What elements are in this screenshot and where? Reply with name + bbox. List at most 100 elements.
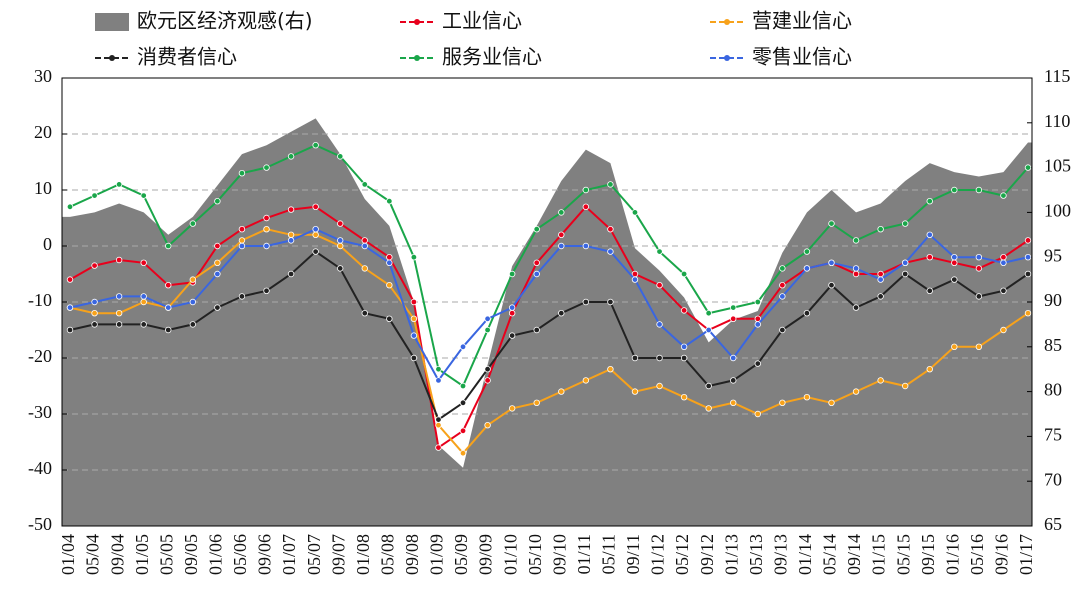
marker [901, 270, 909, 278]
marker [508, 270, 516, 278]
marker [115, 321, 123, 328]
marker [484, 315, 491, 322]
legend-item: 营建业信心 [710, 9, 852, 33]
marker [459, 427, 467, 434]
marker [238, 237, 246, 244]
y-tick-label: 0 [43, 234, 52, 254]
marker [877, 225, 884, 233]
marker [705, 326, 712, 334]
marker [459, 343, 467, 350]
marker [238, 293, 246, 300]
x-tick-label: 09/04 [107, 534, 127, 575]
x-tick-label: 01/17 [1016, 534, 1036, 575]
marker [975, 293, 983, 300]
marker [852, 237, 860, 244]
marker [189, 220, 197, 227]
y2-tick-label: 85 [1044, 335, 1062, 355]
marker [533, 225, 540, 233]
legend-label: 工业信心 [442, 9, 522, 33]
marker [852, 265, 860, 272]
x-tick-label: 01/09 [427, 534, 447, 575]
marker [484, 366, 491, 373]
marker [901, 220, 909, 227]
marker [951, 276, 958, 283]
marker [361, 265, 368, 272]
x-tick-label: 05/09 [451, 534, 471, 575]
marker [459, 382, 467, 390]
marker [386, 197, 393, 205]
marker [165, 282, 172, 289]
marker [508, 310, 516, 317]
marker [1000, 192, 1007, 199]
marker [607, 225, 614, 233]
marker [607, 366, 614, 373]
y2-tick-label: 110 [1044, 111, 1070, 131]
marker [287, 206, 295, 213]
marker [607, 248, 614, 255]
marker [582, 377, 590, 384]
legend-item: 服务业信心 [400, 45, 542, 69]
marker [656, 248, 663, 255]
legend-marker [724, 55, 730, 61]
marker [165, 326, 172, 334]
marker [779, 326, 786, 334]
marker [901, 382, 909, 390]
x-tick-label: 05/15 [893, 534, 913, 575]
legend-item: 消费者信心 [95, 45, 237, 69]
marker [730, 377, 737, 384]
marker [91, 192, 98, 199]
marker [214, 304, 221, 311]
marker [189, 276, 197, 283]
marker [337, 242, 344, 250]
marker [361, 242, 368, 250]
marker [975, 254, 983, 261]
marker [975, 186, 983, 194]
x-tick-label: 05/14 [820, 534, 840, 575]
x-tick-label: 05/12 [672, 534, 692, 575]
marker [140, 259, 147, 266]
marker [337, 265, 344, 272]
marker [435, 377, 442, 384]
y2-tick-label: 100 [1044, 201, 1071, 221]
x-tick-label: 01/10 [500, 534, 520, 575]
x-tick-label: 01/08 [353, 534, 373, 575]
marker [312, 231, 319, 238]
marker [877, 377, 884, 384]
y2-tick-label: 80 [1044, 380, 1062, 400]
marker [951, 259, 958, 266]
legend-item: 工业信心 [400, 9, 522, 33]
legend-label: 营建业信心 [752, 9, 852, 33]
x-tick-label: 01/11 [574, 534, 594, 574]
marker [189, 298, 197, 306]
marker [287, 153, 295, 160]
x-tick-label: 05/13 [746, 534, 766, 575]
legend-label: 零售业信心 [752, 45, 852, 69]
marker [680, 354, 688, 362]
marker [508, 405, 516, 412]
legend-item: 欧元区经济观感(右) [95, 9, 313, 33]
x-tick-label: 09/07 [328, 534, 348, 575]
marker [656, 282, 663, 289]
marker [386, 282, 393, 289]
x-tick-label: 01/13 [721, 534, 741, 575]
marker [115, 310, 123, 317]
marker [754, 298, 761, 306]
marker [165, 242, 172, 250]
marker [582, 298, 590, 306]
marker [66, 203, 74, 210]
marker [435, 416, 442, 423]
marker [852, 388, 860, 395]
marker [558, 209, 565, 216]
x-tick-label: 05/16 [967, 534, 987, 575]
marker [533, 326, 540, 334]
marker [263, 164, 270, 171]
marker [140, 298, 147, 306]
marker [730, 304, 737, 311]
marker [533, 259, 540, 266]
marker [852, 304, 860, 311]
plot-frame [61, 77, 1033, 527]
marker [533, 270, 540, 278]
y-tick-label: -40 [28, 458, 52, 478]
x-tick-label: 09/11 [623, 534, 643, 574]
marker [238, 242, 246, 250]
